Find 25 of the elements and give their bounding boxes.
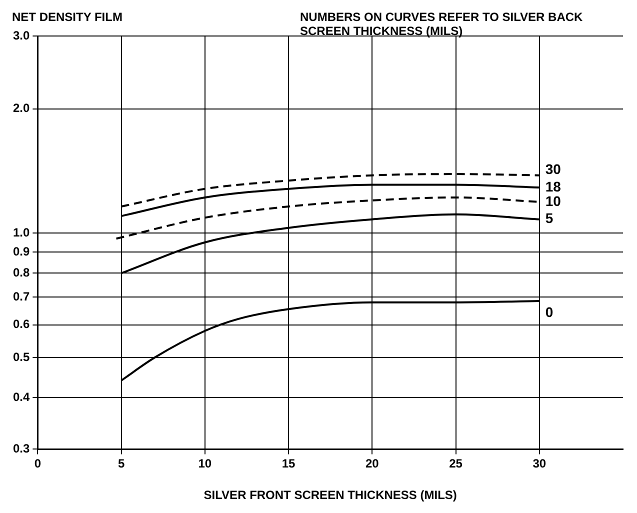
y-tick-label: 0.3 [12, 442, 30, 456]
x-tick-label: 0 [34, 456, 42, 471]
y-tick-label: 0.5 [12, 350, 30, 364]
x-tick-label: 20 [365, 456, 380, 471]
y-axis-title: NET DENSITY FILM [12, 10, 122, 24]
y-tick-label: 0.7 [12, 289, 30, 304]
x-tick-label: 15 [282, 456, 296, 471]
x-tick-label: 10 [198, 456, 212, 471]
series-label: 10 [545, 192, 562, 209]
y-tick-label: 0.8 [12, 266, 30, 280]
y-tick-label: 0.6 [12, 317, 30, 332]
y-tick-label: 0.4 [12, 390, 30, 404]
series-label: 0 [545, 304, 554, 320]
series-label: 18 [545, 178, 562, 194]
y-tick-label: 1.0 [12, 225, 30, 240]
x-tick-label: 25 [449, 456, 463, 471]
x-tick-label: 5 [118, 456, 125, 471]
y-tick-label: 0.9 [12, 244, 30, 258]
x-tick-label: 30 [532, 456, 546, 471]
annotation: NUMBERS ON CURVES REFER TO SILVER BACK SCREEN THICKNESS (MILS) [300, 10, 584, 38]
series-label: 30 [545, 161, 562, 178]
y-tick-label: 2.0 [12, 101, 30, 116]
series-label: 5 [545, 210, 554, 226]
x-axis-title: SILVER FRONT SCREEN THICKNESS (MILS) [204, 488, 457, 502]
y-tick-label: 3.0 [12, 28, 30, 42]
